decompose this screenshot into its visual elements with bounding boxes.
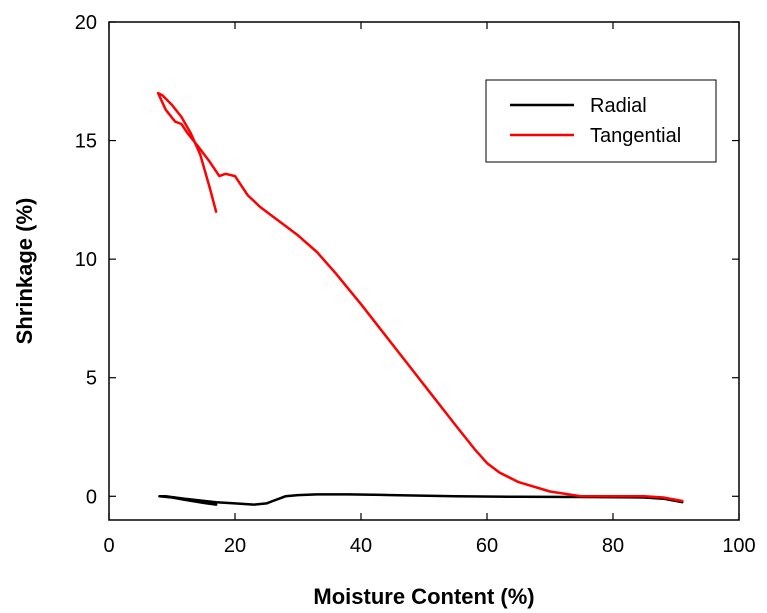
legend-label-radial: Radial xyxy=(590,95,647,117)
series-line-radial xyxy=(158,493,684,506)
x-axis-ticks: 0 20 40 60 80 100 xyxy=(103,22,756,557)
y-tick-label: 20 xyxy=(75,12,97,34)
legend-label-tangential: Tangential xyxy=(590,125,681,147)
y-tick-label: 10 xyxy=(75,249,97,271)
x-tick-label: 80 xyxy=(602,535,624,557)
y-axis-ticks: 0 5 10 15 20 xyxy=(75,12,739,508)
y-tick-label: 15 xyxy=(75,131,97,153)
x-axis-title: Moisture Content (%) xyxy=(313,584,534,609)
x-tick-label: 100 xyxy=(722,535,755,557)
x-tick-label: 60 xyxy=(476,535,498,557)
x-tick-label: 0 xyxy=(103,535,114,557)
y-axis-title: Shrinkage (%) xyxy=(12,198,37,345)
legend-box xyxy=(485,79,717,163)
x-tick-label: 40 xyxy=(350,535,372,557)
y-tick-label: 5 xyxy=(86,368,97,390)
series-line-tangential xyxy=(156,91,684,503)
x-tick-label: 20 xyxy=(224,535,246,557)
y-tick-label: 0 xyxy=(86,486,97,508)
series-layer xyxy=(156,91,684,506)
legend: Radial Tangential xyxy=(485,79,717,163)
